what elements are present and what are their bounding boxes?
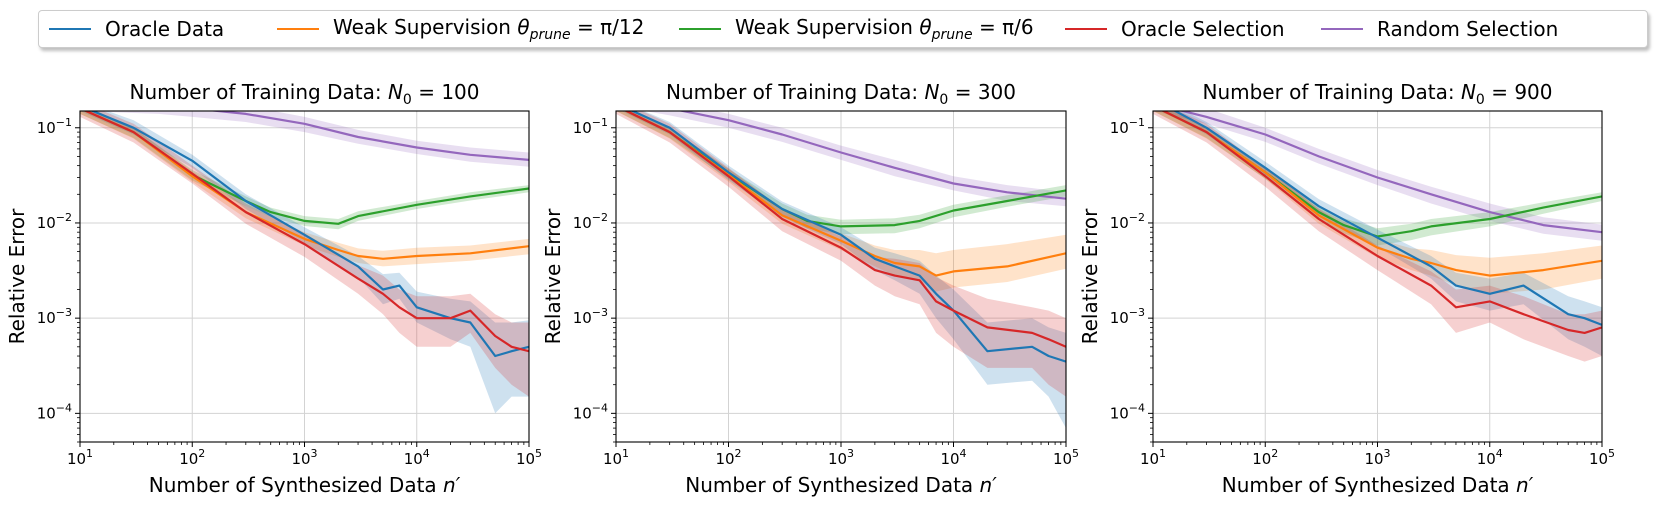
x-tick-label: 102 (1252, 447, 1278, 468)
legend-item-oracle-sel: Oracle Selection (1065, 11, 1285, 47)
plot-area (80, 111, 529, 414)
series-weak-12 (83, 111, 529, 260)
y-tick-label: 10−3 (573, 306, 608, 327)
x-tick-label: 103 (1364, 447, 1390, 468)
legend-line-swatch (49, 28, 91, 30)
x-tick-label: 102 (715, 447, 741, 468)
x-tick-label: 103 (291, 447, 317, 468)
legend: Oracle Data Weak Supervision θprune = π/1… (38, 10, 1648, 48)
x-tick-label: 101 (67, 447, 93, 468)
y-tick-label: 10−2 (573, 211, 608, 232)
legend-item-oracle-data: Oracle Data (49, 11, 224, 47)
panel-2: 101 102 103 104 105 10−4 10−3 10−2 10−1 Number of… (541, 80, 1079, 497)
y-tick-label: 10−3 (1110, 306, 1145, 327)
series-random-sel (1178, 111, 1602, 234)
band-oracle-sel (616, 111, 1066, 397)
band-random-sel (80, 111, 529, 167)
legend-line-swatch (1321, 28, 1363, 30)
series-oracle-sel (83, 111, 529, 353)
x-axis-label: Number of Synthesized Data n′ (1222, 473, 1534, 497)
x-axis-label: Number of Synthesized Data n′ (685, 473, 997, 497)
y-tick-label: 10−4 (37, 401, 72, 422)
legend-line-swatch (1065, 28, 1107, 30)
series-oracle-data (1172, 111, 1602, 326)
series-random-sel (207, 111, 529, 161)
y-tick-label: 10−2 (37, 211, 72, 232)
panel-3: 101 102 103 104 105 10−4 10−3 10−2 10−1 Number of… (1078, 80, 1615, 497)
band-weak-6 (1153, 111, 1602, 246)
y-tick-label: 10−3 (37, 306, 72, 327)
x-tick-label: 104 (404, 447, 430, 468)
panel-title: Number of Training Data: N0 = 300 (666, 80, 1016, 108)
legend-line-swatch (679, 28, 721, 30)
plot-area (616, 111, 1066, 429)
y-axis-label: Relative Error (541, 208, 565, 345)
y-tick-label: 10−4 (1110, 401, 1145, 422)
y-tick-label: 10−4 (573, 401, 608, 422)
x-tick-label: 101 (603, 447, 629, 468)
panel-title: Number of Training Data: N0 = 100 (129, 80, 479, 108)
legend-line-swatch (277, 28, 319, 30)
panel-1: 101 102 103 104 105 10−4 10−3 10−2 10−1 Number of… (5, 80, 542, 497)
legend-label: Oracle Data (105, 17, 225, 41)
x-tick-label: 101 (1140, 447, 1166, 468)
x-tick-label: 105 (1589, 447, 1615, 468)
x-tick-label: 102 (179, 447, 205, 468)
legend-label: Random Selection (1377, 17, 1559, 41)
legend-item-weak-6: Weak Supervision θprune = π/6 (679, 11, 1034, 47)
y-axis-label: Relative Error (5, 208, 29, 345)
band-oracle-sel (80, 111, 529, 397)
series-oracle-sel (1161, 111, 1602, 334)
y-tick-label: 10−1 (1110, 116, 1145, 137)
y-tick-label: 10−1 (573, 116, 608, 137)
x-axis-label: Number of Synthesized Data n′ (149, 473, 461, 497)
legend-label: Weak Supervision θprune = π/12 (333, 15, 645, 43)
legend-label: Weak Supervision θprune = π/6 (735, 15, 1034, 43)
legend-label: Oracle Selection (1121, 17, 1285, 41)
x-tick-label: 105 (1053, 447, 1079, 468)
x-tick-label: 104 (940, 447, 966, 468)
band-oracle-data (80, 111, 529, 414)
y-tick-label: 10−1 (37, 116, 72, 137)
band-random-sel (645, 111, 1066, 207)
x-tick-label: 105 (516, 447, 542, 468)
plot-area (1153, 111, 1602, 362)
band-random-sel (1153, 111, 1602, 241)
series-oracle-data (629, 111, 1066, 363)
series-oracle-sel (624, 111, 1066, 348)
series-weak-12 (1161, 111, 1602, 277)
y-tick-label: 10−2 (1110, 211, 1145, 232)
x-tick-label: 103 (828, 447, 854, 468)
x-tick-label: 104 (1477, 447, 1503, 468)
series-oracle-data (89, 111, 529, 358)
series-random-sel (677, 111, 1066, 200)
legend-item-weak-12: Weak Supervision θprune = π/12 (277, 11, 644, 47)
panel-title: Number of Training Data: N0 = 900 (1202, 80, 1552, 108)
y-axis-label: Relative Error (1078, 208, 1102, 345)
legend-item-random-sel: Random Selection (1321, 11, 1558, 47)
